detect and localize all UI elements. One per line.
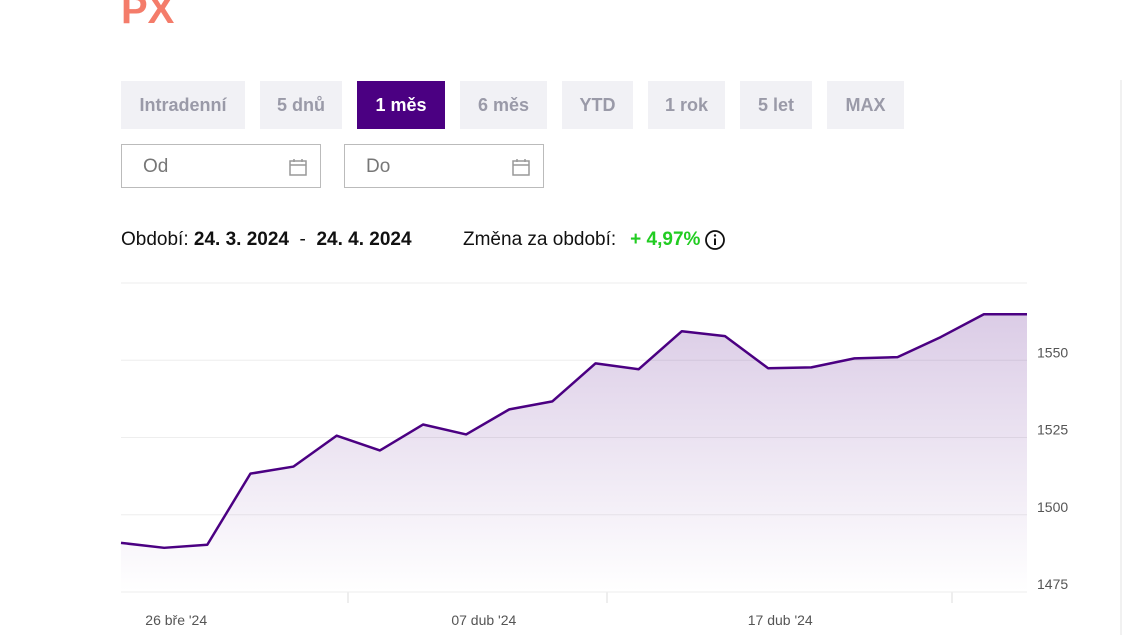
change-label: Změna za období: xyxy=(463,229,617,250)
change-value: + 4,97% xyxy=(630,229,701,250)
info-icon[interactable] xyxy=(704,229,726,251)
range-button[interactable]: YTD xyxy=(562,81,633,129)
period: Období: 24. 3. 2024 - 24. 4. 2024 xyxy=(121,229,412,251)
line xyxy=(120,312,1027,550)
title: PX xyxy=(121,0,175,32)
y-tick-label: 1475 xyxy=(1037,576,1068,592)
period-to: 24. 4. 2024 xyxy=(316,229,412,250)
range-button[interactable]: 1 rok xyxy=(648,81,725,129)
period-separator: - xyxy=(299,229,306,250)
calendar-icon xyxy=(289,159,307,176)
y-tick-label: 1500 xyxy=(1037,499,1068,515)
period-from: 24. 3. 2024 xyxy=(193,229,289,250)
range-button[interactable]: Intradenní xyxy=(121,81,245,129)
y-tick-label: 1550 xyxy=(1037,344,1068,360)
placeholder: Od xyxy=(143,156,169,177)
range-button[interactable]: 5 let xyxy=(740,81,812,129)
x-tick-label: 17 dub '24 xyxy=(748,612,813,628)
area-fill xyxy=(121,314,1027,592)
calendar-icon xyxy=(512,159,530,176)
change: Změna za období: + 4,97% xyxy=(463,229,726,251)
range-button[interactable]: 1 měs xyxy=(357,81,445,129)
period-label: Období: xyxy=(121,229,189,250)
range-button[interactable]: 6 měs xyxy=(460,81,547,129)
x-tick-label: 26 bře '24 xyxy=(145,612,207,628)
y-tick-label: 1525 xyxy=(1037,422,1068,438)
x-tick-label: 07 dub '24 xyxy=(451,612,516,628)
range-button[interactable]: MAX xyxy=(827,81,904,129)
date-from[interactable]: Od xyxy=(121,144,321,188)
placeholder: Do xyxy=(366,156,391,177)
range-button[interactable]: 5 dnů xyxy=(260,81,342,129)
date-to[interactable]: Do xyxy=(344,144,544,188)
